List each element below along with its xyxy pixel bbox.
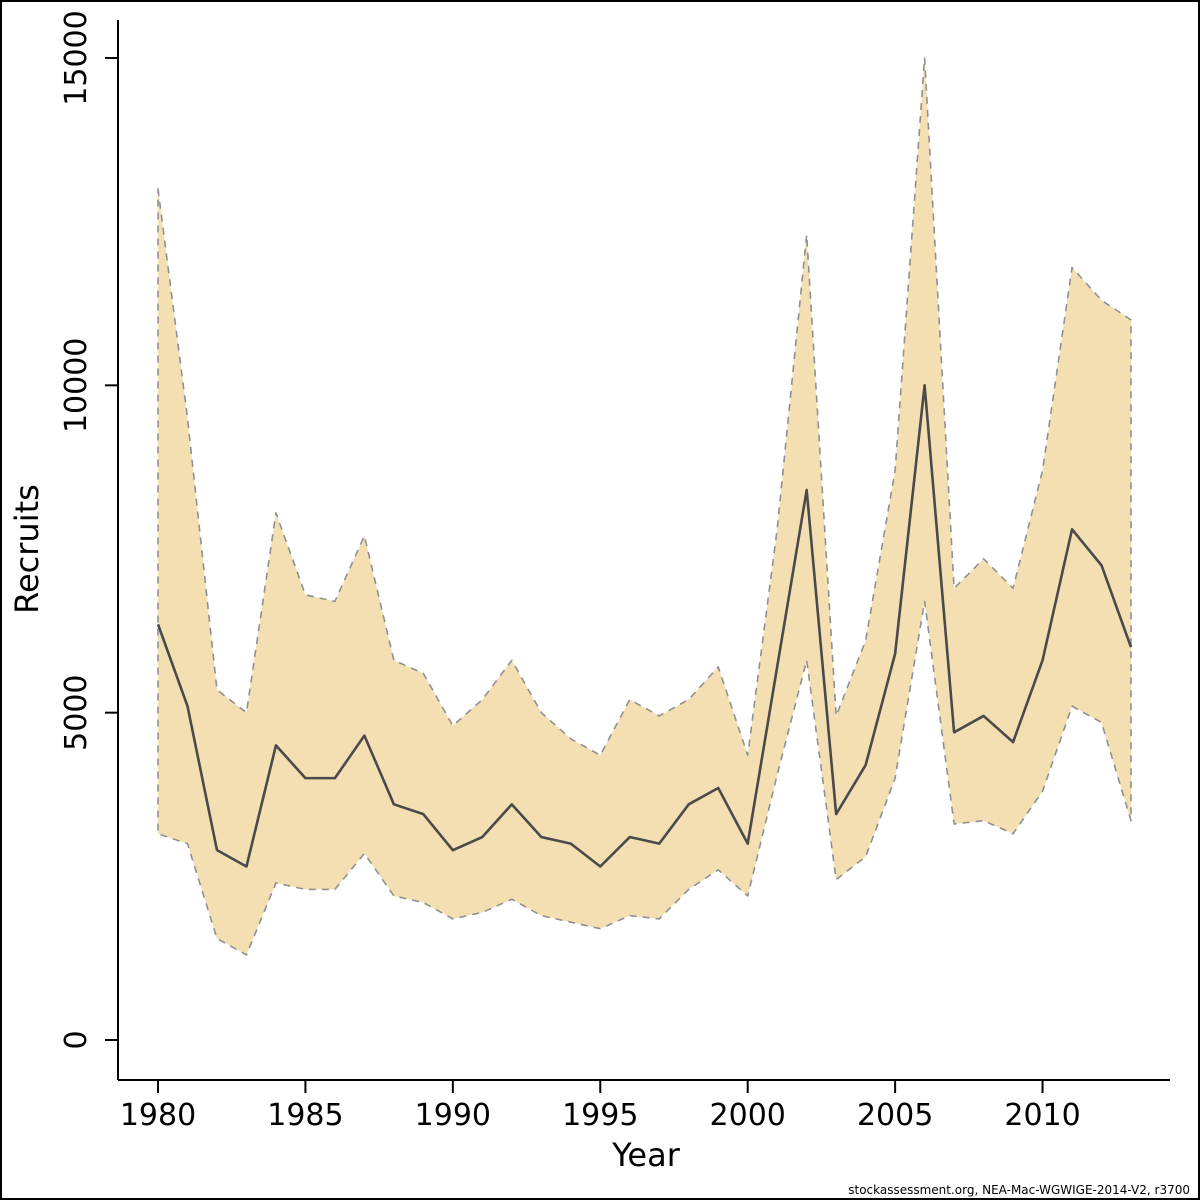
x-tick-label: 2005 [857,1098,933,1133]
y-tick-label: 10000 [59,338,94,433]
y-tick-label: 15000 [59,10,94,105]
x-tick-label: 1985 [267,1098,343,1133]
x-tick-label: 2010 [1004,1098,1080,1133]
x-tick-label: 2000 [710,1098,786,1133]
y-tick-label: 5000 [59,674,94,750]
confidence-band-area [157,57,1132,956]
y-tick-label: 0 [59,1030,94,1049]
x-tick-label: 1980 [120,1098,196,1133]
confidence-band [157,57,1132,956]
x-tick-label: 1990 [415,1098,491,1133]
y-axis-title: Recruits [8,484,46,614]
estimate-line-path [156,384,1133,868]
x-tick-label: 1995 [562,1098,638,1133]
estimate-line [156,384,1133,868]
axes [105,20,1170,1093]
tick-labels: 0 5000 10000 15000 1980 1985 1990 1995 2000 2005 2… [59,10,1081,1133]
x-axis-title: Year [611,1136,681,1174]
attribution-footer: stockassessment.org, NEA-Mac-WGWIGE-2014… [848,1183,1190,1197]
